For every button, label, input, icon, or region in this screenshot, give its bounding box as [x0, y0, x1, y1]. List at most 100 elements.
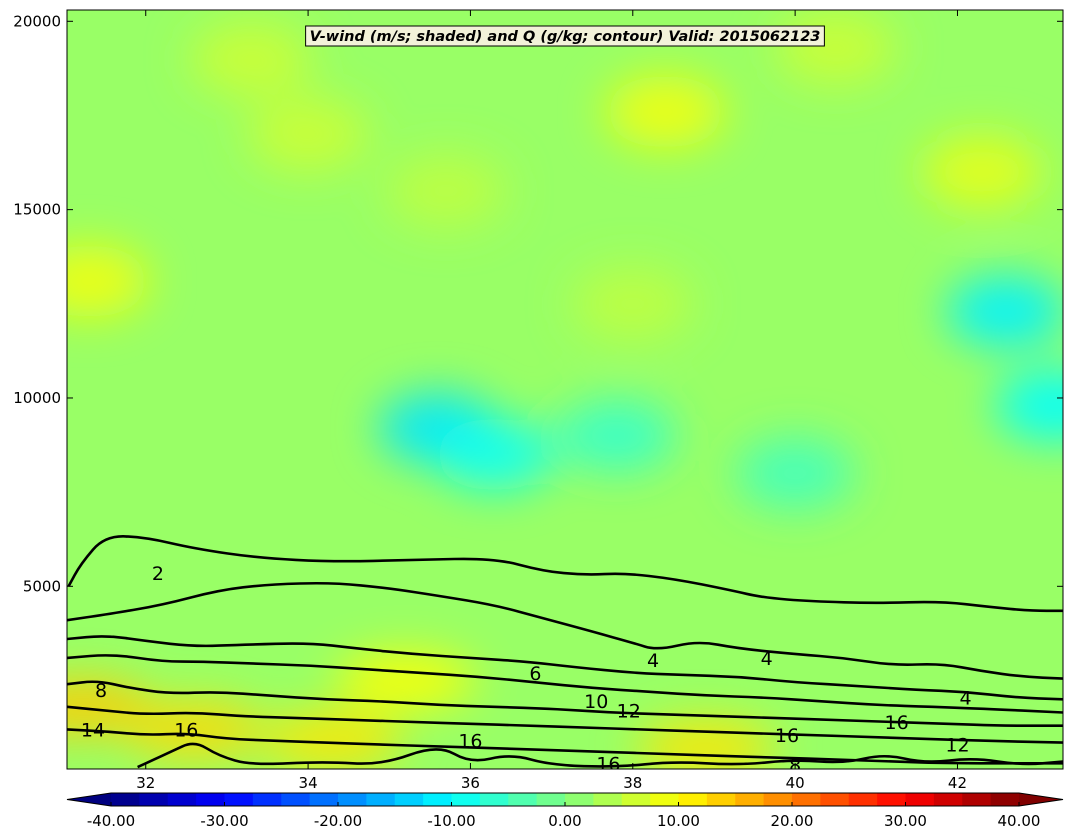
q-contour-14 [67, 728, 1063, 765]
contour-label: 12 [945, 735, 969, 757]
colorbar-bin [877, 793, 906, 806]
colorbar-bins [67, 793, 1063, 806]
colorbar-tick-label: -30.00 [200, 812, 248, 830]
colorbar-bin [905, 793, 935, 806]
q-contour-10 [67, 680, 1063, 727]
x-tick-label: 36 [461, 774, 480, 792]
vwind-feature-16 [262, 712, 403, 769]
colorbar-bin [281, 793, 311, 806]
vwind-feature-9 [248, 98, 369, 171]
y-tick-label: 15000 [13, 201, 61, 219]
humidity-contours [67, 535, 1063, 769]
colorbar-bin [820, 793, 850, 806]
vwind-feature-8 [921, 135, 1042, 208]
colorbar-bin [167, 793, 197, 806]
colorbar-bin [565, 793, 594, 806]
colorbar-bin [848, 793, 878, 806]
title-background [305, 25, 825, 47]
colorbar-bin [508, 793, 538, 806]
vwind-feature-18 [335, 652, 476, 709]
colorbar-bin [678, 793, 708, 806]
colorbar-tick-label: -10.00 [427, 812, 475, 830]
colorbar-bin [735, 793, 765, 806]
colorbar-bin [479, 793, 509, 806]
colorbar-bin [621, 793, 651, 806]
colorbar-tick-label: 30.00 [884, 812, 927, 830]
colorbar-bin [196, 793, 225, 806]
vwind-feature-1 [434, 418, 555, 491]
x-tick-label: 40 [786, 774, 805, 792]
vwind-feature-12 [386, 154, 507, 227]
colorbar-bin [366, 793, 396, 806]
colorbar-bin [650, 793, 679, 806]
vwind-feature-4 [556, 399, 677, 472]
colorbar: -40.00 -30.00 -20.00 -10.00 0.00 10.00 20.00 30… [66, 792, 1064, 830]
vwind-feature-11 [775, 11, 896, 84]
colorbar-bin [792, 793, 821, 806]
colorbar-bin [252, 793, 282, 806]
chart-title-box: V-wind (m/s; shaded) and Q (g/kg; contou… [305, 25, 825, 47]
contour-label: 12 [617, 701, 641, 723]
vwind-feature-5 [735, 437, 856, 510]
colorbar-bin [962, 793, 992, 806]
vwind-shading [67, 11, 1063, 769]
colorbar-tick-label: -40.00 [87, 812, 135, 830]
colorbar-bin [111, 793, 140, 806]
colorbar-bin [224, 793, 254, 806]
colorbar-bin [593, 793, 623, 806]
x-tick-label: 32 [136, 774, 155, 792]
colorbar-tick-label: -20.00 [314, 812, 362, 830]
colorbar-tick-label: 40.00 [998, 812, 1041, 830]
colorbar-bin [309, 793, 339, 806]
x-tick-label: 38 [623, 774, 642, 792]
vwind-feature-10 [191, 22, 312, 95]
vwind-feature-3 [994, 369, 1063, 442]
q-contour-2 [67, 535, 1063, 613]
colorbar-bin [990, 793, 1020, 806]
colorbar-bin [394, 793, 424, 806]
y-tick-label: 10000 [13, 389, 61, 407]
contour-label: 16 [174, 719, 198, 741]
plot-area: 2 4 4 4 6 8 10 12 12 14 16 16 16 16 16 8 [66, 9, 1064, 777]
colorbar-tick-label: 0.00 [548, 812, 581, 830]
x-axis: 32 34 36 38 40 42 [136, 10, 967, 792]
colorbar-bin [706, 793, 736, 806]
q-contour-16 [137, 742, 1063, 769]
contour-label: 8 [789, 755, 801, 777]
contour-labels: 2 4 4 4 6 8 10 12 12 14 16 16 16 16 16 8 [81, 563, 972, 777]
vwind-feature-6 [67, 245, 149, 318]
colorbar-bin [536, 793, 566, 806]
vwind-feature-13 [572, 267, 693, 340]
q-contour-8 [67, 654, 1063, 714]
contour-label: 16 [885, 712, 909, 734]
contour-label: 16 [775, 725, 799, 747]
contour-label: 14 [81, 719, 105, 741]
y-axis: 5000 10000 15000 20000 [13, 12, 1063, 595]
q-contour-12 [67, 705, 1063, 744]
colorbar-bin [933, 793, 963, 806]
colorbar-bin [338, 793, 367, 806]
contour-label: 16 [458, 731, 482, 753]
y-tick-label: 5000 [23, 577, 61, 595]
colorbar-bin [139, 793, 169, 806]
contour-label: 2 [152, 563, 164, 585]
colorbar-extend-max [1019, 793, 1063, 806]
colorbar-bin [423, 793, 452, 806]
colorbar-bin [763, 793, 793, 806]
contour-label: 4 [960, 687, 972, 709]
contour-label: 10 [584, 691, 608, 713]
shaded-field-background [67, 10, 1063, 769]
vwind-feature-2 [946, 275, 1063, 348]
colorbar-bin [451, 793, 481, 806]
chart-title: V-wind (m/s; shaded) and Q (g/kg; contou… [310, 29, 821, 45]
contour-label: 16 [596, 753, 620, 775]
q-contour-6 [67, 635, 1063, 701]
contour-label: 4 [761, 648, 773, 670]
x-tick-label: 42 [948, 774, 967, 792]
colorbar-tick-label: 20.00 [771, 812, 814, 830]
colorbar-tick-label: 10.00 [657, 812, 700, 830]
colorbar-extend-min [67, 793, 111, 806]
y-tick-label: 20000 [13, 12, 61, 30]
contour-label: 4 [647, 650, 659, 672]
